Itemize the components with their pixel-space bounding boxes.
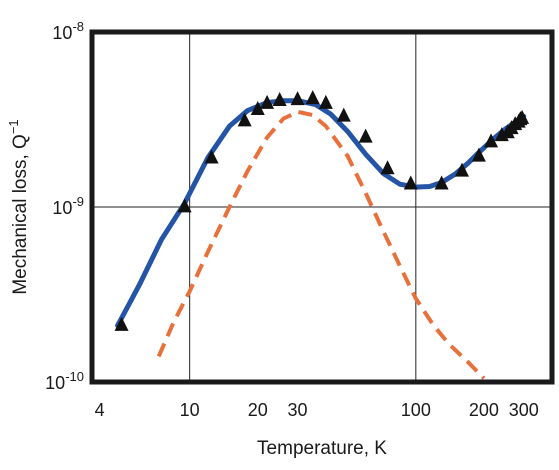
data-point-triangle bbox=[403, 175, 418, 190]
data-point-triangle bbox=[272, 92, 287, 107]
data-point-triangle bbox=[434, 175, 449, 190]
data-point-triangle bbox=[484, 133, 499, 148]
dashed-curve-line bbox=[156, 109, 486, 380]
x-axis-label: Temperature, K bbox=[257, 438, 387, 459]
y-tick-exponent: -8 bbox=[72, 19, 84, 34]
y-axis-label-superscript: −1 bbox=[6, 119, 21, 134]
data-point-triangle bbox=[177, 198, 192, 213]
data-point-triangle bbox=[305, 90, 320, 105]
x-tick-labels: 4 10 20 30 100 200 300 bbox=[95, 400, 539, 420]
data-point-triangle bbox=[336, 107, 351, 122]
y-tick-exponent: -9 bbox=[72, 194, 84, 209]
data-point-triangle bbox=[290, 91, 305, 106]
x-tick-label: 100 bbox=[401, 400, 431, 420]
x-tick-label: 200 bbox=[469, 400, 499, 420]
y-tick-base: 10 bbox=[52, 198, 72, 218]
x-tick-label: 4 bbox=[95, 400, 105, 420]
series-layer bbox=[114, 90, 530, 380]
data-point-triangle bbox=[204, 149, 219, 164]
data-point-triangle bbox=[260, 94, 275, 109]
data-point-triangle bbox=[358, 128, 373, 143]
x-tick-label: 10 bbox=[180, 400, 200, 420]
data-point-triangle bbox=[471, 147, 486, 162]
data-point-triangle bbox=[515, 109, 530, 124]
grid-lines bbox=[92, 31, 552, 382]
y-tick-exponent: -10 bbox=[65, 369, 84, 384]
data-point-triangle bbox=[237, 112, 252, 127]
y-axis-label-text: Mechanical loss, Q bbox=[10, 134, 31, 295]
y-tick-label: 10-10 bbox=[45, 369, 84, 393]
data-point-triangle bbox=[380, 160, 395, 175]
data-point-triangle bbox=[114, 316, 129, 331]
y-axis-label: Mechanical loss, Q−1 bbox=[6, 119, 31, 294]
data-point-triangle bbox=[454, 162, 469, 177]
y-tick-base: 10 bbox=[45, 373, 65, 393]
y-tick-label: 10-8 bbox=[52, 19, 84, 43]
y-tick-label: 10-9 bbox=[52, 194, 84, 218]
data-point-triangle bbox=[250, 100, 265, 115]
fit-curve-line bbox=[115, 98, 527, 329]
x-tick-label: 20 bbox=[248, 400, 268, 420]
x-tick-label: 300 bbox=[509, 400, 539, 420]
data-point-triangle bbox=[318, 94, 333, 109]
y-tick-base: 10 bbox=[52, 23, 72, 43]
x-tick-label: 30 bbox=[288, 400, 308, 420]
plot-frame bbox=[89, 29, 555, 385]
